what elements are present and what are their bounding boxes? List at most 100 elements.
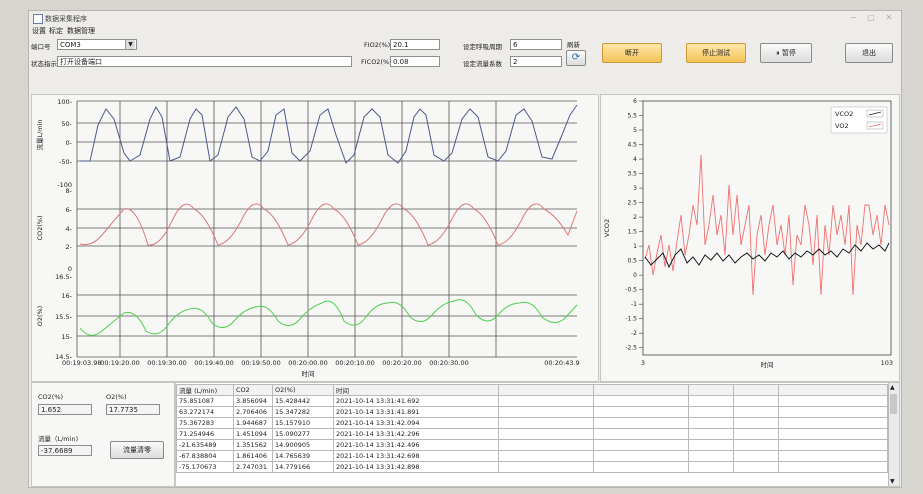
y-tick: -1.5 <box>625 316 637 323</box>
chevron-down-icon[interactable]: ▼ <box>125 40 135 49</box>
x-min-tick: 3 <box>641 359 645 367</box>
y-tick: -0.5 <box>625 287 637 294</box>
empty-cell <box>498 450 594 462</box>
maximize-icon[interactable]: □ <box>867 13 875 22</box>
fio2-input[interactable]: 20.1 <box>390 39 440 50</box>
table-cell: -67.838804 <box>176 450 234 462</box>
co2-series-line <box>79 203 578 246</box>
menu-settings[interactable]: 设置 <box>32 27 46 35</box>
y-tick: 6 <box>633 98 637 105</box>
table-cell: -75.170673 <box>176 461 234 473</box>
x-axis-label: 时间 <box>761 360 774 369</box>
table-row[interactable]: 63.272174 2.706406 15.347282 2021-10-14 13:… <box>176 406 888 418</box>
table-cell: 2021-10-14 13:31:41.692 <box>333 395 499 407</box>
x-tick: 00:19:03.98 <box>62 359 102 367</box>
o2-tick: 14.5- <box>55 353 72 361</box>
empty-cell <box>498 395 594 407</box>
y-tick: 4 <box>633 156 637 163</box>
empty-cell <box>498 417 594 429</box>
x-tick: 00:20:00.00 <box>288 359 328 367</box>
empty-cell <box>778 450 888 462</box>
fico2-input[interactable]: 0.08 <box>390 56 440 67</box>
flow-zero-button[interactable]: 流量清零 <box>110 441 164 459</box>
table-row[interactable]: -21.635489 1.351562 14.900905 2021-10-14 13… <box>176 439 888 451</box>
readout-panel: CO2(%) O2(%) 1.652 17.7735 流量（L/min) -37… <box>31 382 175 487</box>
port-value: COM3 <box>60 41 81 49</box>
empty-cell <box>593 428 689 440</box>
table-row[interactable]: 71.254946 1.451094 15.090277 2021-10-14 13:… <box>176 428 888 440</box>
disconnect-button[interactable]: 断开 <box>602 43 662 63</box>
minimize-icon[interactable]: − <box>849 13 857 22</box>
empty-cell <box>688 439 734 451</box>
scroll-thumb[interactable] <box>890 394 897 414</box>
scroll-up-icon[interactable]: ▲ <box>890 384 895 391</box>
stop-test-button[interactable]: 停止测试 <box>686 43 746 63</box>
o2-tick: 16- <box>61 292 72 300</box>
o2-axis-label: O2(%) <box>36 306 44 327</box>
o2-readout: 17.7735 <box>106 404 160 415</box>
table-row[interactable]: 75.851087 3.856094 15.428442 2021-10-14 13:… <box>176 395 888 407</box>
table-cell: 1.351562 <box>233 439 273 451</box>
table-row[interactable]: -75.170673 2.747031 14.779166 2021-10-14 13… <box>176 461 888 473</box>
data-table-panel: 流量 (L/min) CO2 O2(%) 时间 75.851087 3.85609… <box>175 382 900 487</box>
co2-tick: 8- <box>66 187 73 195</box>
flow-tick: 100- <box>57 98 72 106</box>
empty-cell <box>733 395 779 407</box>
empty-cell <box>778 395 888 407</box>
y-tick: 5 <box>633 127 637 134</box>
refresh-icon: ⟳ <box>571 52 581 63</box>
table-cell: 14.900905 <box>272 439 334 451</box>
x-tick: 00:20:10.00 <box>335 359 375 367</box>
o2-tick: 15.5- <box>55 313 72 321</box>
table-cell: 14.779166 <box>272 461 334 473</box>
refresh-button[interactable]: ⟳ <box>566 50 586 66</box>
port-select[interactable]: COM3 ▼ <box>57 39 137 50</box>
table-cell: 75.367283 <box>176 417 234 429</box>
exit-button[interactable]: 退出 <box>845 43 893 63</box>
status-field: 打开设备端口 <box>57 56 352 67</box>
empty-cell <box>688 406 734 418</box>
column-header: CO2 <box>233 384 273 396</box>
scroll-down-icon[interactable]: ▼ <box>890 478 895 485</box>
flow-coef-input[interactable]: 2 <box>510 56 562 67</box>
vo2-series-line <box>644 154 890 296</box>
co2-axis-label: CO2(%) <box>36 215 44 240</box>
table-cell: 14.765639 <box>272 450 334 462</box>
pause-icon: ⏸ <box>776 49 782 57</box>
empty-column <box>498 384 594 396</box>
empty-cell <box>498 439 594 451</box>
table-scrollbar[interactable]: ▲ ▼ <box>888 383 899 486</box>
y-tick: 2 <box>633 214 637 221</box>
x-tick: 00:19:30.00 <box>147 359 187 367</box>
table-row[interactable]: 75.367283 1.944687 15.157910 2021-10-14 13:… <box>176 417 888 429</box>
empty-column <box>778 384 888 396</box>
table-cell: 2021-10-14 13:31:42.698 <box>333 450 499 462</box>
table-cell: 2.706406 <box>233 406 273 418</box>
vco2-series-line <box>644 242 890 269</box>
y-tick: -1 <box>631 301 637 308</box>
x-tick: 00:19:40.00 <box>194 359 234 367</box>
o2-tick: 16.5- <box>55 273 72 281</box>
menu-data-management[interactable]: 数据管理 <box>67 27 95 35</box>
menu-calibrate[interactable]: 标定 <box>49 27 63 35</box>
pause-button[interactable]: ⏸ 暂停 <box>760 43 812 63</box>
table-cell: 2021-10-14 13:31:42.094 <box>333 417 499 429</box>
empty-column <box>593 384 689 396</box>
close-icon[interactable]: ✕ <box>885 13 893 22</box>
empty-cell <box>593 395 689 407</box>
o2-readout-label: O2(%) <box>106 393 127 401</box>
empty-cell <box>498 406 594 418</box>
table-cell: 71.254946 <box>176 428 234 440</box>
table-row[interactable]: -67.838804 1.861406 14.765639 2021-10-14 13… <box>176 450 888 462</box>
empty-cell <box>593 450 689 462</box>
table-cell: 2021-10-14 13:31:42.898 <box>333 461 499 473</box>
table-cell: -21.635489 <box>176 439 234 451</box>
table-cell: 15.428442 <box>272 395 334 407</box>
empty-cell <box>733 461 779 473</box>
empty-cell <box>593 439 689 451</box>
co2-readout: 1.652 <box>38 404 92 415</box>
empty-column <box>688 384 734 396</box>
empty-cell <box>733 417 779 429</box>
table-cell: 2021-10-14 13:31:41.891 <box>333 406 499 418</box>
breath-period-input[interactable]: 6 <box>510 39 562 50</box>
